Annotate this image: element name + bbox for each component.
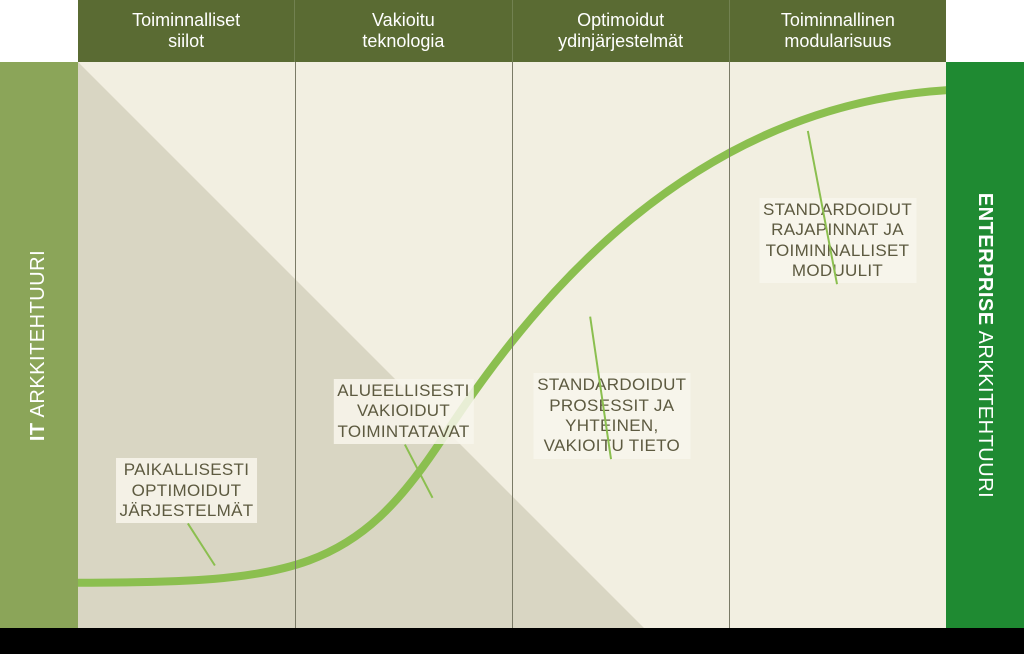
footer-bar xyxy=(0,628,1024,654)
left-axis-reg: ARKKITEHTUURI xyxy=(28,249,50,417)
stage-label: STANDARDOIDUTRAJAPINNAT JATOIMINNALLISET… xyxy=(759,198,916,284)
maturity-diagram: ToiminnallisetsiilotVakioituteknologiaOp… xyxy=(0,0,1024,654)
left-axis-bold: IT xyxy=(28,422,50,441)
plot-area: PAIKALLISESTIOPTIMOIDUTJÄRJESTELMÄT ALUEE… xyxy=(78,62,946,628)
left-axis-label: IT ARKKITEHTUURI xyxy=(28,249,51,440)
column-divider xyxy=(512,62,513,628)
right-axis: ENTERPRISE ARKKITEHTUURI xyxy=(946,62,1024,628)
column-header: Toiminnallisetsiilot xyxy=(78,0,294,62)
left-axis: IT ARKKITEHTUURI xyxy=(0,62,78,628)
stage-label: PAIKALLISESTIOPTIMOIDUTJÄRJESTELMÄT xyxy=(116,458,258,523)
stage-label: ALUEELLISESTIVAKIOIDUTTOIMINTATAVAT xyxy=(333,379,473,444)
column-divider xyxy=(729,62,730,628)
right-axis-reg: ARKKITEHTUURI xyxy=(975,330,997,498)
right-axis-bold: ENTERPRISE xyxy=(975,192,997,325)
right-axis-label: ENTERPRISE ARKKITEHTUURI xyxy=(974,192,997,497)
stage-label: STANDARDOIDUTPROSESSIT JAYHTEINEN,VAKIOI… xyxy=(533,373,690,459)
column-header: Toiminnallinenmodularisuus xyxy=(729,0,946,62)
column-divider xyxy=(295,62,296,628)
column-header: Optimoidutydinjärjestelmät xyxy=(512,0,729,62)
column-header: Vakioituteknologia xyxy=(294,0,511,62)
column-header-row: ToiminnallisetsiilotVakioituteknologiaOp… xyxy=(78,0,946,62)
